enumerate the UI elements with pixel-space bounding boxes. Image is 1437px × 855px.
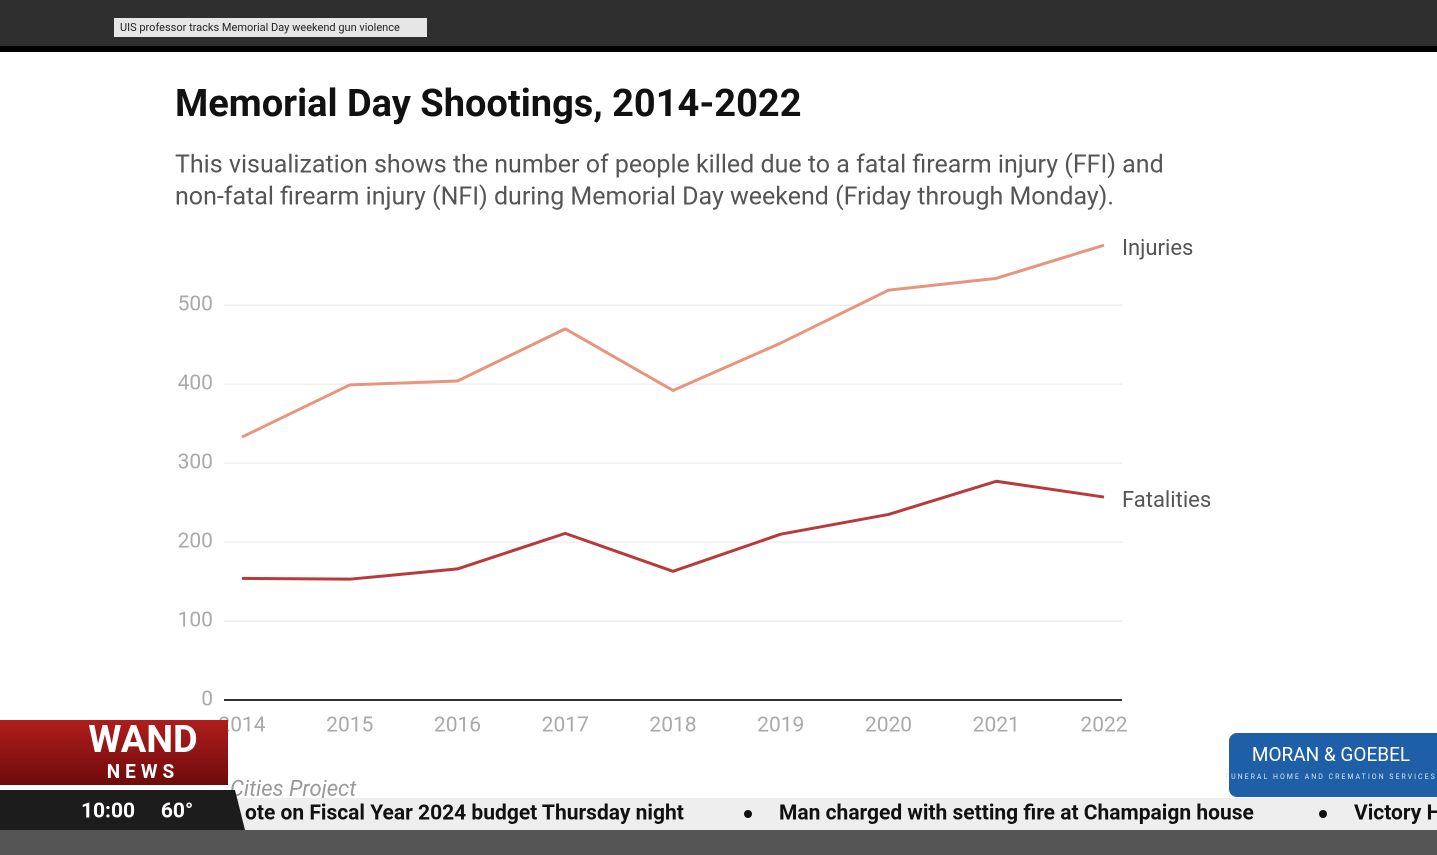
x-tick-label: 2016	[434, 714, 481, 738]
y-tick-label: 0	[201, 688, 213, 712]
headline-tag-box	[114, 18, 427, 37]
series-line	[241, 479, 1105, 581]
chart-source: Cities Project	[230, 777, 357, 802]
y-tick-label: 100	[178, 609, 213, 633]
x-tick-label: 2019	[757, 714, 804, 738]
series-label: Fatalities	[1122, 488, 1211, 513]
chart-subtitle: non-fatal firearm injury (NFI) during Me…	[175, 183, 1114, 212]
chart-title: Memorial Day Shootings, 2014-2022	[175, 82, 802, 126]
ticker-bullet	[1319, 810, 1327, 818]
top-divider	[0, 46, 1437, 52]
station-sub: NEWS	[107, 760, 179, 783]
y-tick-label: 200	[178, 530, 213, 554]
ticker-item: ote on Fiscal Year 2024 budget Thursday …	[245, 802, 684, 826]
ticker-item: Victory H	[1354, 802, 1437, 826]
station-name: WAND	[88, 718, 198, 762]
x-tick-label: 2021	[973, 714, 1020, 738]
y-tick-label: 300	[178, 451, 213, 475]
ticker-item: Man charged with setting fire at Champai…	[779, 802, 1254, 826]
x-tick-label: 2020	[865, 714, 912, 738]
chart-subtitle: This visualization shows the number of p…	[175, 151, 1164, 180]
series-label: Injuries	[1122, 236, 1193, 261]
series-line	[241, 243, 1105, 439]
sponsor-name: MORAN & GOEBEL	[1252, 743, 1410, 766]
y-tick-label: 500	[178, 293, 213, 317]
temperature: 60°	[161, 800, 193, 824]
station-logo	[0, 720, 228, 785]
y-tick-label: 400	[178, 372, 213, 396]
bottom-strip	[0, 828, 1437, 855]
time: 10:00	[81, 800, 135, 824]
x-tick-label: 2022	[1080, 714, 1127, 738]
ticker-bullet	[744, 810, 752, 818]
sponsor-box	[1229, 733, 1437, 797]
x-tick-label: 2015	[326, 714, 373, 738]
headline-tag: UIS professor tracks Memorial Day weeken…	[120, 21, 400, 34]
x-tick-label: 2018	[649, 714, 696, 738]
time-box	[0, 790, 245, 830]
x-tick-label: 2017	[542, 714, 589, 738]
sponsor-tagline: FUNERAL HOME AND CREMATION SERVICES	[1225, 773, 1437, 781]
